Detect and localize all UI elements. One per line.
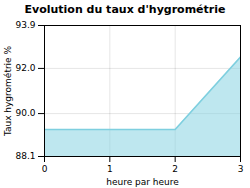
svg-text:2: 2 (172, 164, 178, 174)
svg-text:1: 1 (107, 164, 113, 174)
svg-text:93.9: 93.9 (15, 20, 35, 30)
svg-text:heure par heure: heure par heure (106, 177, 179, 187)
svg-text:3: 3 (238, 164, 244, 174)
svg-text:92.0: 92.0 (15, 63, 35, 73)
svg-text:Taux hygrométrie %: Taux hygrométrie % (3, 45, 13, 137)
svg-text:0: 0 (42, 164, 48, 174)
svg-text:88.1: 88.1 (15, 151, 35, 161)
svg-text:90.0: 90.0 (15, 108, 35, 118)
html-text:Evolution du taux d'hygrométri: Evolution du taux d'hygrométrie (24, 3, 226, 16)
